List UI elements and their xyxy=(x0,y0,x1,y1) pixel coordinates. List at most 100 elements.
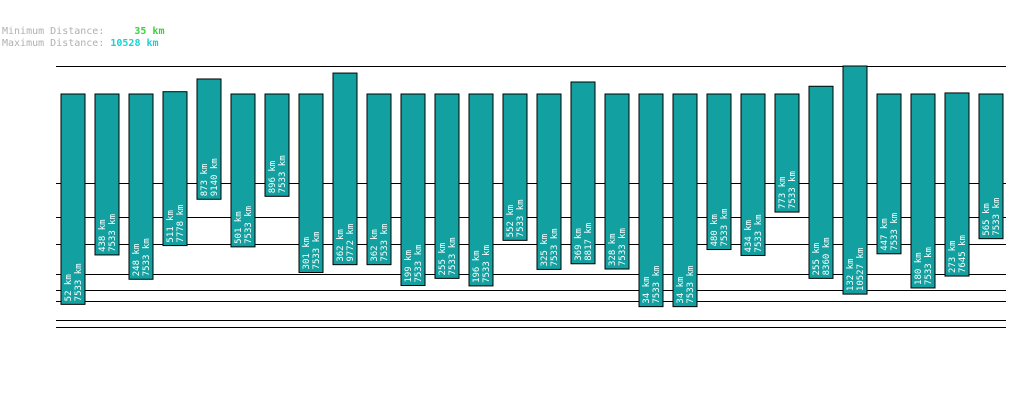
bar-label-min: 873 km xyxy=(200,164,210,197)
bar-group: 52 km 7533 km xyxy=(60,93,86,305)
bar xyxy=(128,93,154,280)
bar-label-min: 196 km xyxy=(472,250,482,283)
bar xyxy=(570,81,596,265)
max-distance-row: Maximum Distance: 10528 km xyxy=(2,38,164,50)
bar-label-min: 369 km xyxy=(574,228,584,261)
bar-group: 34 km 7533 km xyxy=(638,93,664,308)
bar-group: 180 km 7533 km xyxy=(910,93,936,289)
bar xyxy=(298,93,324,273)
bar-group: 362 km 7533 km xyxy=(366,93,392,266)
bar xyxy=(162,91,188,247)
bar xyxy=(502,93,528,241)
bar-label-max: 7533 km xyxy=(788,171,798,209)
bar xyxy=(400,93,426,287)
bar-group: 896 km 7533 km xyxy=(264,93,290,197)
bar xyxy=(978,93,1004,240)
bar xyxy=(638,93,664,308)
bar xyxy=(230,93,256,248)
bar xyxy=(740,93,766,256)
bar-group: 248 km 7533 km xyxy=(128,93,154,280)
bar-label-max: 7533 km xyxy=(992,198,1002,236)
bar-label-max: 7778 km xyxy=(176,205,186,243)
bar-group: 34 km 7533 km xyxy=(672,93,698,308)
bar-label-min: 438 km xyxy=(98,219,108,252)
bar xyxy=(604,93,630,270)
bar-label-max: 7533 km xyxy=(754,215,764,253)
bar-label-max: 7533 km xyxy=(278,155,288,193)
bar-label-min: 273 km xyxy=(948,241,958,274)
bar-group: 255 km 8360 km xyxy=(808,85,834,279)
bar xyxy=(434,93,460,279)
bar-label-max: 7533 km xyxy=(924,247,934,285)
bar-group: 773 km 7533 km xyxy=(774,93,800,213)
bar xyxy=(706,93,732,251)
bar-label-min: 773 km xyxy=(778,177,788,210)
bar-label-max: 7533 km xyxy=(74,263,84,301)
bar-group: 511 km 7778 km xyxy=(162,91,188,247)
bar-label-min: 52 km xyxy=(64,274,74,301)
distance-summary: Minimum Distance: 35 km Maximum Distance:… xyxy=(2,26,164,50)
bar-group: 301 km 7533 km xyxy=(298,93,324,273)
bar-label-min: 34 km xyxy=(676,277,686,304)
bar-label-max: 7533 km xyxy=(108,214,118,252)
bar-label-max: 7533 km xyxy=(516,199,526,237)
bar xyxy=(808,85,834,279)
bar-label-min: 199 km xyxy=(404,250,414,283)
bar-group: 199 km 7533 km xyxy=(400,93,426,287)
bar-label-max: 7533 km xyxy=(618,228,628,266)
bar-label-max: 9772 km xyxy=(346,224,356,262)
bar-label-min: 896 km xyxy=(268,161,278,194)
bar-group: 447 km 7533 km xyxy=(876,93,902,255)
bar-label-max: 7533 km xyxy=(142,238,152,276)
max-distance-value: 10528 km xyxy=(110,38,159,49)
bar-group: 369 km 8817 km xyxy=(570,81,596,265)
bar-label-min: 248 km xyxy=(132,244,142,277)
bar-label-min: 34 km xyxy=(642,277,652,304)
bar-label-min: 362 km xyxy=(370,229,380,262)
bar xyxy=(332,72,358,266)
bar-label-max: 7533 km xyxy=(890,213,900,251)
bar-label-min: 447 km xyxy=(880,218,890,251)
bar-group: 273 km 7645 km xyxy=(944,92,970,277)
bar-label-max: 7533 km xyxy=(720,209,730,247)
bar-label-max: 7533 km xyxy=(312,232,322,270)
bar-label-min: 362 km xyxy=(336,229,346,262)
min-distance-row: Minimum Distance: 35 km xyxy=(2,26,164,38)
bar-label-min: 132 km xyxy=(846,259,856,292)
bar xyxy=(536,93,562,270)
max-distance-label: Maximum Distance: xyxy=(2,38,105,49)
min-distance-label: Minimum Distance: xyxy=(2,26,105,37)
bar xyxy=(842,65,868,295)
bar-label-min: 328 km xyxy=(608,234,618,267)
bar-label-min: 255 km xyxy=(438,243,448,276)
bar-label-max: 7533 km xyxy=(550,228,560,266)
bar-group: 438 km 7533 km xyxy=(94,93,120,256)
bar-group: 873 km 9140 km xyxy=(196,78,222,200)
bar-label-max: 7533 km xyxy=(414,245,424,283)
bar-label-max: 7645 km xyxy=(958,235,968,273)
bar-label-min: 501 km xyxy=(234,211,244,244)
bar-label-min: 434 km xyxy=(744,220,754,253)
bar-label-max: 10527 km xyxy=(856,248,866,291)
bar-label-max: 7533 km xyxy=(380,224,390,262)
bar-group: 325 km 7533 km xyxy=(536,93,562,270)
bar xyxy=(94,93,120,256)
bar-label-max: 7533 km xyxy=(244,206,254,244)
bar xyxy=(468,93,494,287)
bar-label-max: 7533 km xyxy=(448,237,458,275)
bar-label-max: 8817 km xyxy=(584,223,594,261)
bar xyxy=(366,93,392,266)
bar-label-min: 480 km xyxy=(710,214,720,247)
bar-group: 132 km 10527 km xyxy=(842,65,868,295)
bar-label-max: 8360 km xyxy=(822,237,832,275)
bar xyxy=(774,93,800,213)
bar-label-min: 511 km xyxy=(166,210,176,243)
bar-label-min: 180 km xyxy=(914,252,924,285)
bar-label-max: 7533 km xyxy=(482,245,492,283)
bar-label-min: 552 km xyxy=(506,205,516,238)
bar-group: 501 km 7533 km xyxy=(230,93,256,248)
bar xyxy=(944,92,970,277)
bar-label-min: 325 km xyxy=(540,234,550,267)
